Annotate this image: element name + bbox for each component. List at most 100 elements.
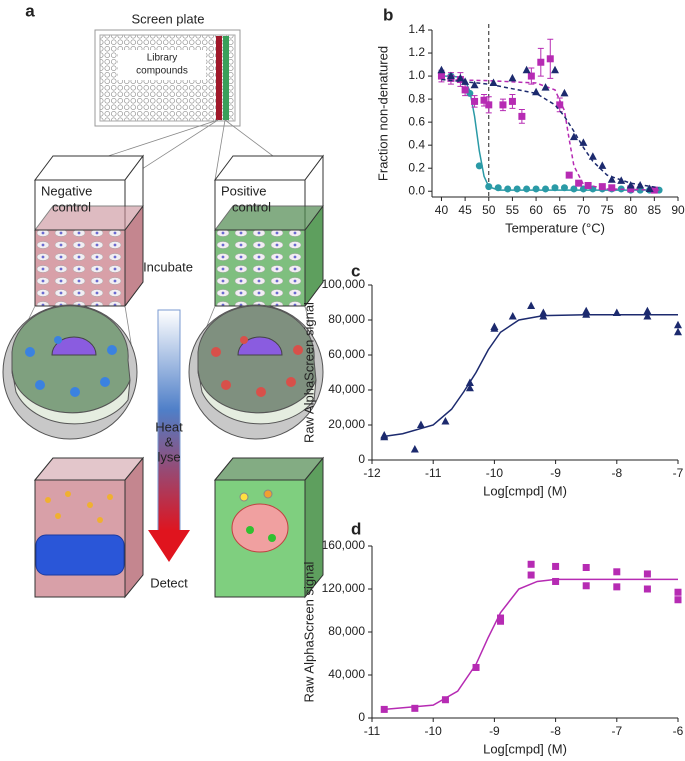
positive-lysate xyxy=(213,456,325,599)
plate-title: Screen plate xyxy=(132,11,205,26)
point xyxy=(499,101,507,109)
x-tick-label: -12 xyxy=(363,466,381,480)
y-tick-label: 60,000 xyxy=(328,347,365,361)
point xyxy=(643,306,652,315)
point xyxy=(575,179,583,187)
library-label: Library xyxy=(147,53,178,64)
point xyxy=(504,185,512,193)
y-axis-title: Raw AlphaScreen signal xyxy=(301,561,316,702)
point xyxy=(527,301,536,309)
point xyxy=(471,97,479,105)
point xyxy=(380,432,389,441)
x-tick-label: -10 xyxy=(486,466,504,480)
heat-label: Heat xyxy=(155,419,183,434)
point xyxy=(518,112,526,120)
x-tick-label: 55 xyxy=(506,203,520,217)
x-tick-label: 70 xyxy=(577,203,591,217)
point xyxy=(560,88,569,97)
y-tick-label: 160,000 xyxy=(322,538,366,552)
panel-label: d xyxy=(351,519,361,538)
point xyxy=(416,420,425,428)
point xyxy=(582,564,590,571)
point xyxy=(532,87,541,96)
library-label: compounds xyxy=(136,66,188,77)
point xyxy=(542,185,550,193)
fit-line xyxy=(441,75,660,191)
panel-label: b xyxy=(383,5,393,24)
point xyxy=(472,663,480,671)
point xyxy=(522,65,531,74)
point xyxy=(527,560,535,568)
point xyxy=(527,72,535,80)
point xyxy=(645,184,654,192)
y-tick-label: 80,000 xyxy=(328,624,365,638)
positive-cell xyxy=(188,304,324,440)
point xyxy=(551,65,559,74)
x-tick-label: 40 xyxy=(435,203,449,217)
point xyxy=(456,73,465,82)
x-tick-label: 75 xyxy=(600,203,614,217)
point xyxy=(437,72,445,80)
point xyxy=(490,322,499,330)
y-tick-label: 0.0 xyxy=(408,183,425,197)
x-tick-label: -7 xyxy=(673,466,684,480)
point xyxy=(539,308,548,316)
y-tick-label: 0 xyxy=(358,710,365,724)
point xyxy=(643,585,651,593)
fit-line xyxy=(384,578,678,711)
diagram: a Screen plate Library compounds Negativ… xyxy=(2,1,325,599)
point xyxy=(579,138,588,146)
panel-label: a xyxy=(25,1,35,20)
x-tick-label: 45 xyxy=(458,203,472,217)
incubate-label: Incubate xyxy=(143,259,193,274)
x-tick-label: 85 xyxy=(648,203,662,217)
negative-cell xyxy=(2,304,138,440)
point xyxy=(480,96,488,104)
negative-lysate xyxy=(33,456,145,599)
y-tick-label: 120,000 xyxy=(322,581,366,595)
x-tick-label: -9 xyxy=(550,466,561,480)
point xyxy=(497,614,505,622)
point xyxy=(546,55,554,63)
x-tick-label: 60 xyxy=(529,203,543,217)
positive-label: control xyxy=(232,199,271,214)
point xyxy=(552,577,560,585)
heat-label: & xyxy=(165,434,174,449)
x-tick-label: -7 xyxy=(611,724,622,738)
point xyxy=(556,101,564,109)
point xyxy=(607,175,616,183)
point xyxy=(552,562,560,570)
x-tick-label: -11 xyxy=(364,724,381,738)
panel-label: c xyxy=(351,261,360,280)
y-tick-label: 0 xyxy=(358,452,365,466)
negative-label: control xyxy=(52,199,91,214)
y-tick-label: 0.6 xyxy=(408,114,425,128)
fit-line xyxy=(441,78,660,189)
point xyxy=(674,320,682,329)
negative-column xyxy=(216,36,222,120)
y-axis-title: Raw AlphaScreen signal xyxy=(301,302,316,443)
x-tick-label: -8 xyxy=(550,724,561,738)
y-tick-label: 1.4 xyxy=(408,22,425,36)
y-axis-title: Fraction non-denatured xyxy=(375,46,390,181)
x-tick-label: 65 xyxy=(553,203,567,217)
x-tick-label: 80 xyxy=(624,203,638,217)
point xyxy=(643,312,652,320)
library-box xyxy=(118,50,206,80)
x-tick-label: -11 xyxy=(425,466,442,480)
point xyxy=(465,383,474,392)
x-tick-label: 50 xyxy=(482,203,496,217)
point xyxy=(613,583,621,591)
point xyxy=(582,582,590,590)
point xyxy=(411,704,419,712)
point xyxy=(508,73,517,82)
point xyxy=(565,171,573,179)
point xyxy=(541,83,550,91)
point xyxy=(446,71,455,80)
point xyxy=(569,132,578,141)
detect-label: Detect xyxy=(150,575,188,590)
y-tick-label: 20,000 xyxy=(328,417,365,431)
x-tick-label: -8 xyxy=(611,466,622,480)
point xyxy=(532,185,540,193)
fit-line xyxy=(441,78,660,191)
